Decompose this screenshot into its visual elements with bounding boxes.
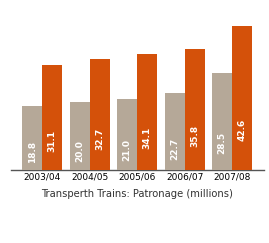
Text: 22.7: 22.7 [170,137,179,160]
Text: 42.6: 42.6 [238,119,247,141]
Text: 31.1: 31.1 [48,130,57,152]
Bar [22,106,42,170]
Bar [70,102,90,170]
Text: 32.7: 32.7 [95,128,104,150]
Text: 18.8: 18.8 [28,141,37,163]
Bar [165,93,185,170]
Bar [90,59,110,170]
Bar [42,65,62,170]
Text: 21.0: 21.0 [123,139,132,161]
Bar [185,49,205,170]
Bar [137,54,157,170]
Bar [212,73,232,170]
X-axis label: Transperth Trains: Patronage (millions): Transperth Trains: Patronage (millions) [41,189,233,199]
Text: 20.0: 20.0 [75,140,84,162]
Text: 28.5: 28.5 [218,132,227,154]
Text: 34.1: 34.1 [143,127,152,149]
Text: 35.8: 35.8 [190,125,199,147]
Bar [232,26,252,170]
Bar [117,99,137,170]
